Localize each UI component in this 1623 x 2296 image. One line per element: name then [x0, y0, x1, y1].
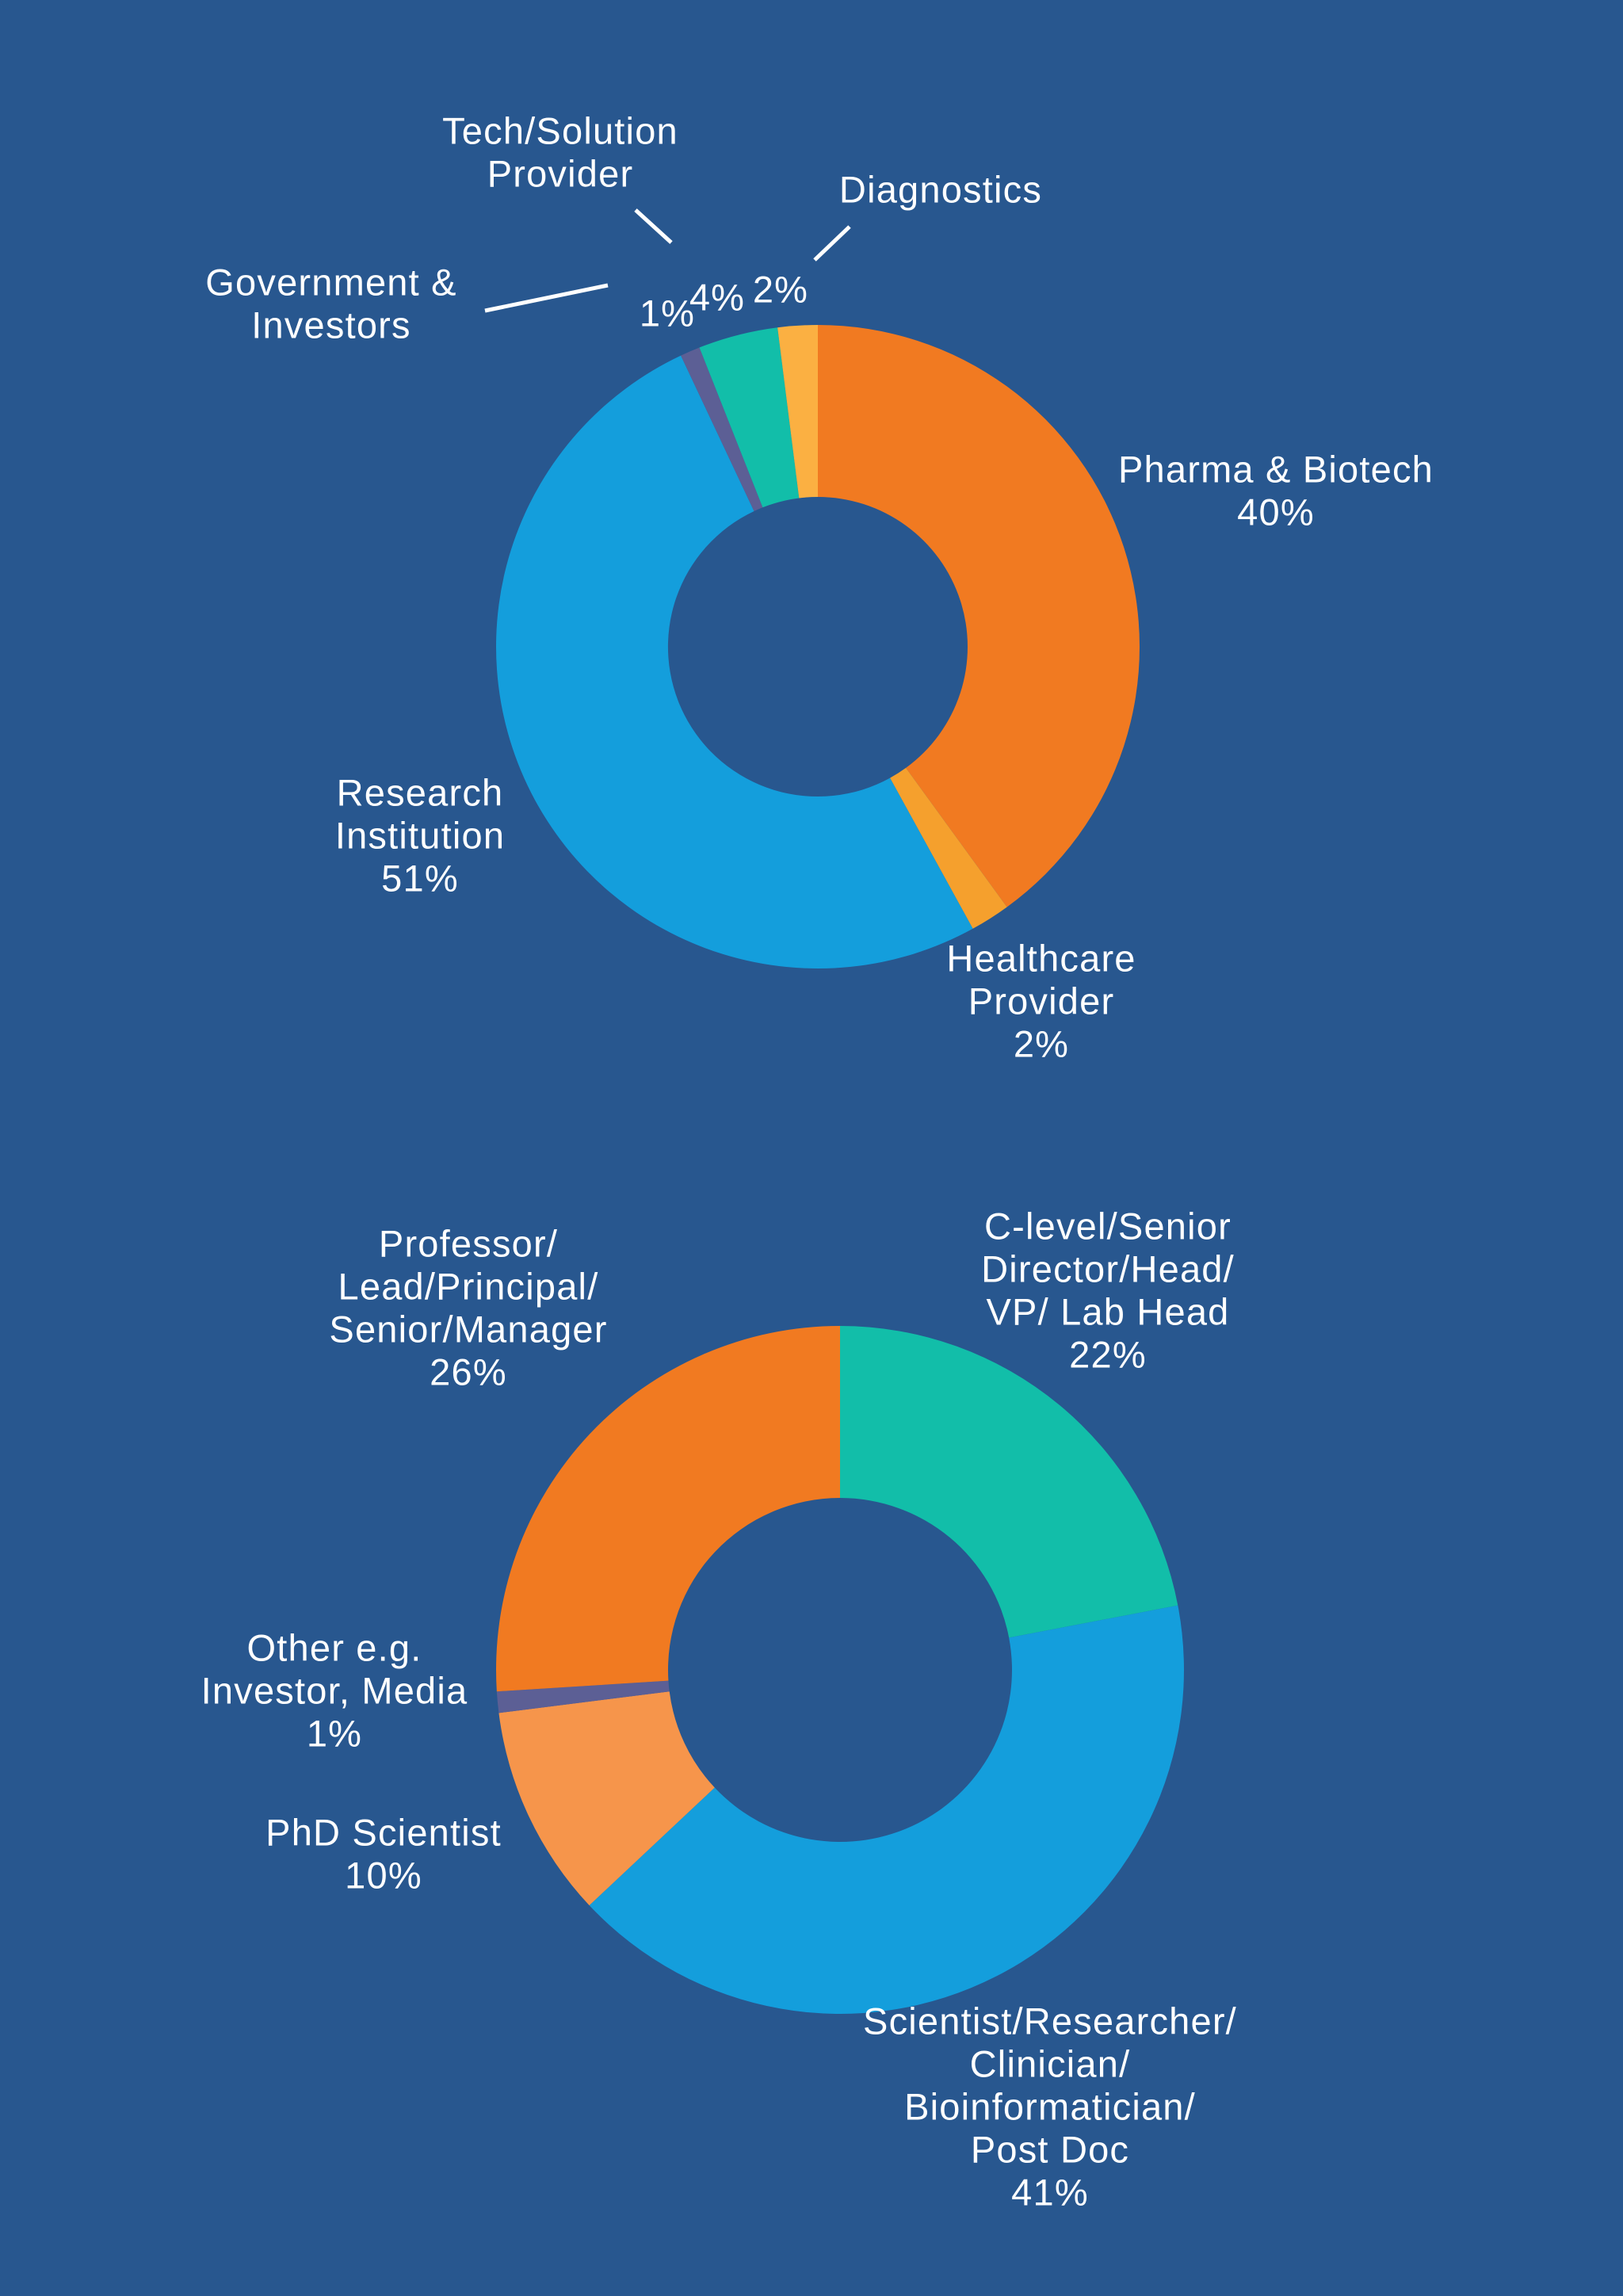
attendees-by-organization-donut: Pharma & Biotech 40% Research Institution 51… [205, 110, 1434, 1065]
research-institution-slice [496, 355, 973, 968]
healthcare-provider-slice [890, 767, 1007, 929]
government-investors-leader [484, 283, 609, 313]
tech-solution-provider-label: Tech/Solution Provider [442, 110, 678, 195]
healthcare-provider-label: Healthcare Provider 2% [946, 938, 1136, 1065]
phd-scientist-label: PhD Scientist 10% [265, 1812, 502, 1897]
c-level-label: C-level/Senior Director/Head/VP/ Lab Head… [981, 1205, 1235, 1376]
scientist-label: Scientist/Researcher/Clinician/Bioinform… [863, 2000, 1237, 2214]
tech-solution-provider-value: 4% [689, 277, 745, 319]
government-investors-value: 1% [640, 292, 695, 334]
other-label: Other e.g. Investor, Media 1% [201, 1627, 468, 1755]
phd-scientist-slice [498, 1691, 715, 1906]
diagnostics-leader [813, 225, 851, 262]
c-level-senior-director-head-vp-lab-head-slice [840, 1326, 1178, 1638]
other-e-g-investor-media-slice [496, 1680, 670, 1713]
diagnostics-slice [777, 325, 818, 499]
pharma-biotech-slice [818, 325, 1140, 907]
professor-lead-principal-senior-manager-slice [496, 1326, 840, 1692]
diagnostics-value: 2% [753, 269, 808, 311]
government-investors-label: Government & Investors [205, 262, 456, 346]
tech-solution-provider-slice [699, 327, 800, 508]
scientist-researcher-clinician-bioinformatician-post-doc-slice [589, 1605, 1184, 2014]
diagnostics-label: Diagnostics [839, 169, 1042, 211]
professor-label: Professor/Lead/Principal/Senior/Manager 2… [329, 1223, 607, 1393]
pharma-biotech-label: Pharma & Biotech 40% [1118, 449, 1434, 533]
research-institution-label: Research Institution 51% [335, 772, 505, 900]
government-investors-slice [681, 347, 763, 511]
tech-solution-provider-leader [634, 208, 673, 244]
attendees-by-job-role-donut: C-level/Senior Director/Head/VP/ Lab Head… [201, 1205, 1237, 2214]
